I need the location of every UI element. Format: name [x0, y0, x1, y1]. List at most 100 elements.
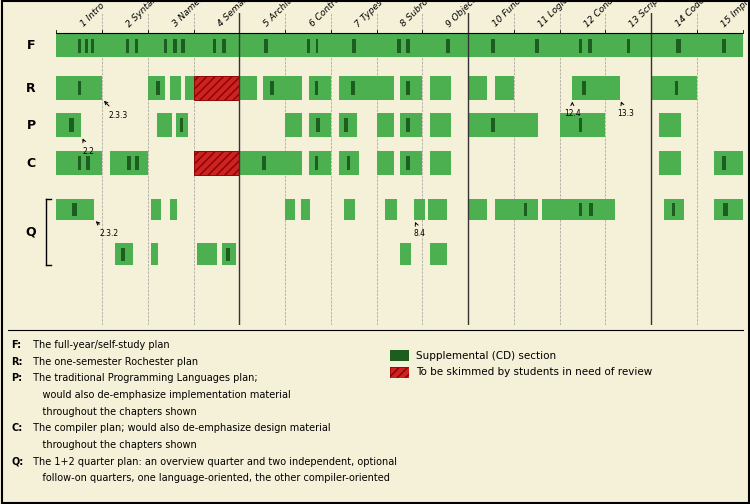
Bar [406, 118, 410, 132]
Bar [397, 39, 400, 52]
Bar [376, 77, 394, 100]
Bar [301, 199, 310, 220]
Bar [722, 156, 727, 170]
Bar [406, 156, 410, 170]
Bar [285, 113, 302, 137]
Bar [430, 243, 448, 265]
Bar [400, 151, 422, 175]
Bar [56, 151, 102, 175]
Bar [85, 39, 88, 52]
Bar [164, 39, 167, 52]
Bar [239, 151, 285, 175]
Bar [180, 118, 184, 132]
Bar [176, 113, 188, 137]
Bar [173, 39, 176, 52]
Text: P: P [26, 118, 36, 132]
Bar [406, 81, 410, 95]
Bar [226, 247, 230, 261]
Text: 2.3.2: 2.3.2 [97, 222, 118, 238]
Text: 3 Names: 3 Names [170, 0, 206, 29]
Text: R:: R: [11, 357, 22, 367]
Text: would also de-emphasize implementation material: would also de-emphasize implementation m… [30, 390, 291, 400]
Bar [468, 34, 514, 57]
Bar [170, 199, 178, 220]
Bar [194, 77, 239, 100]
Bar [582, 81, 586, 95]
Text: throughout the chapters shown: throughout the chapters shown [30, 407, 196, 417]
Text: Q:: Q: [11, 457, 23, 467]
Text: C: C [26, 157, 36, 169]
Bar [86, 156, 90, 170]
Bar [148, 34, 194, 57]
Bar [659, 113, 681, 137]
Bar [69, 118, 74, 132]
Bar [194, 151, 239, 175]
Text: 2.2: 2.2 [82, 139, 94, 156]
Text: 15 Improvement: 15 Improvement [720, 0, 750, 29]
Bar [352, 39, 356, 52]
Bar [490, 118, 494, 132]
Bar [156, 81, 160, 95]
Text: 14 CodeGen: 14 CodeGen [674, 0, 719, 29]
Bar [285, 77, 302, 100]
Bar [664, 199, 684, 220]
Bar [262, 156, 266, 170]
Bar [427, 199, 448, 220]
Bar [92, 39, 94, 52]
Bar [263, 77, 285, 100]
Bar [78, 39, 82, 52]
Text: 10 Functional: 10 Functional [490, 0, 540, 29]
Bar [270, 81, 274, 95]
Bar [590, 203, 593, 216]
Bar [126, 39, 130, 52]
Bar [136, 156, 139, 170]
Bar [309, 77, 331, 100]
Bar [346, 156, 350, 170]
Text: 11 Logic: 11 Logic [537, 0, 570, 29]
Bar [152, 199, 160, 220]
Bar [605, 34, 651, 57]
Text: follow-on quarters, one language-oriented, the other compiler-oriented: follow-on quarters, one language-oriente… [30, 473, 390, 483]
Bar [339, 151, 359, 175]
Bar [56, 34, 102, 57]
Bar [239, 77, 256, 100]
Bar [315, 156, 319, 170]
Bar [213, 39, 216, 52]
Bar [331, 34, 376, 57]
Text: 13 Scripting: 13 Scripting [628, 0, 673, 29]
Text: F:: F: [11, 340, 21, 350]
Text: The 1+2 quarter plan: an overview quarter and two independent, optional: The 1+2 quarter plan: an overview quarte… [30, 457, 397, 467]
Bar [579, 118, 582, 132]
Bar [560, 113, 605, 137]
Bar [579, 203, 582, 216]
Text: 8 Subroutines: 8 Subroutines [399, 0, 450, 29]
Bar [315, 81, 319, 95]
Bar [659, 151, 681, 175]
Bar [344, 199, 355, 220]
Text: The compiler plan; would also de-emphasize design material: The compiler plan; would also de-emphasi… [30, 423, 331, 433]
Text: R: R [26, 82, 36, 95]
Text: 13.3: 13.3 [617, 102, 634, 118]
Bar [676, 39, 681, 52]
Bar [468, 113, 514, 137]
Bar [265, 39, 268, 52]
Bar [671, 203, 675, 216]
Bar [102, 34, 148, 57]
Text: The full-year/self-study plan: The full-year/self-study plan [30, 340, 170, 350]
Bar [115, 243, 133, 265]
Text: 6 Control: 6 Control [308, 0, 344, 29]
Bar [56, 199, 94, 220]
Text: 12 Concurrency: 12 Concurrency [582, 0, 640, 29]
Bar [542, 199, 560, 220]
Bar [339, 113, 357, 137]
Bar [316, 118, 320, 132]
Bar [514, 113, 538, 137]
Bar [675, 81, 679, 95]
Bar [422, 34, 468, 57]
Bar [494, 77, 514, 100]
Bar [285, 34, 331, 57]
Text: The traditional Programming Languages plan;: The traditional Programming Languages pl… [30, 373, 258, 384]
Text: 2 Syntax: 2 Syntax [124, 0, 160, 29]
Bar [627, 39, 631, 52]
Bar [239, 34, 285, 57]
